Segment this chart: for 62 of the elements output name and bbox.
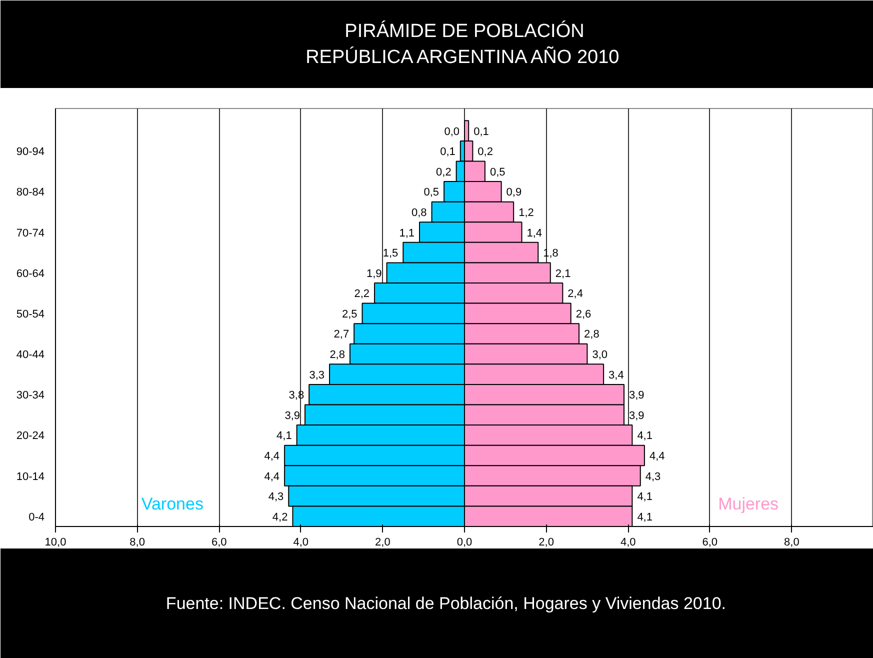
- data-label: 0,9: [506, 186, 522, 199]
- y-tick-label: 40-44: [16, 349, 45, 362]
- x-tick-label: 4,0: [293, 536, 309, 548]
- data-label: 4,4: [649, 450, 665, 462]
- data-label: 1,4: [526, 227, 542, 240]
- data-label: 1,5: [382, 248, 398, 260]
- x-tick-label: 10,0: [44, 536, 66, 548]
- y-tick-label: 10-14: [16, 470, 45, 483]
- data-label: 3,3: [309, 369, 325, 382]
- data-label: 0,0: [444, 126, 460, 138]
- y-tick-label: 70-74: [16, 227, 45, 240]
- x-tick-label: 8,0: [784, 536, 800, 548]
- data-label: 0,2: [478, 146, 493, 158]
- data-label: 4,2: [272, 511, 288, 524]
- data-label: 0,8: [411, 206, 427, 219]
- data-label: 2,4: [568, 288, 583, 300]
- y-tick-label: 30-34: [16, 390, 45, 402]
- x-tick-label: 0,0: [456, 536, 472, 548]
- data-label: 0,2: [436, 166, 452, 178]
- y-tick-label: 60-64: [16, 268, 45, 280]
- x-tick-label: 2,0: [538, 536, 554, 548]
- x-tick-label: 6,0: [211, 536, 227, 548]
- data-label: 4,1: [637, 511, 652, 524]
- data-label: 1,1: [399, 227, 415, 240]
- data-label: 2,7: [334, 328, 350, 341]
- y-tick-label: 0-4: [28, 511, 45, 524]
- data-label: 2,6: [576, 308, 592, 320]
- data-label: 0,5: [490, 166, 506, 178]
- data-label: 2,8: [330, 349, 345, 362]
- data-label: 3,9: [284, 410, 300, 422]
- data-label: 2,5: [342, 308, 358, 320]
- data-label: 3,0: [592, 349, 608, 362]
- data-label: 4,1: [276, 430, 292, 442]
- data-label: 0,1: [440, 146, 456, 158]
- x-tick-label: 4,0: [620, 536, 636, 548]
- data-label: 2,2: [354, 288, 370, 300]
- data-label: 4,1: [637, 491, 652, 504]
- data-label: 3,9: [629, 410, 644, 422]
- data-label: 4,1: [637, 430, 652, 442]
- data-label: 4,3: [645, 470, 661, 483]
- data-label: 4,4: [264, 450, 280, 462]
- text: Mujeres: [718, 494, 779, 514]
- y-tick-label: 50-54: [16, 308, 45, 320]
- data-label: 1,2: [518, 206, 534, 219]
- data-label: 2,1: [555, 268, 571, 280]
- source-note: Fuente: INDEC. Censo Nacional de Población, Hogares y Viviendas 2010.: [166, 594, 726, 613]
- data-label: 0,1: [474, 126, 489, 138]
- x-tick-label: 6,0: [702, 536, 718, 548]
- data-label: 4,3: [268, 491, 284, 504]
- y-tick-label: 80-84: [16, 186, 45, 199]
- data-label: 0,5: [424, 186, 440, 199]
- data-label: 2,8: [584, 328, 600, 341]
- chart-title: PIRÁMIDE DE POBLACIÓN REPÚBLICA ARGENTINA AÑO 2010: [306, 20, 620, 68]
- data-label: 3,4: [608, 369, 624, 382]
- y-tick-label: 20-24: [16, 430, 45, 442]
- data-label: 3,9: [629, 390, 644, 402]
- data-label: 4,4: [264, 470, 280, 483]
- x-tick-label: 8,0: [130, 536, 145, 548]
- data-label: 1,9: [366, 268, 382, 280]
- y-tick-label: 90-94: [16, 146, 45, 158]
- text: Varones: [141, 494, 204, 514]
- x-tick-label: 2,0: [375, 536, 390, 548]
